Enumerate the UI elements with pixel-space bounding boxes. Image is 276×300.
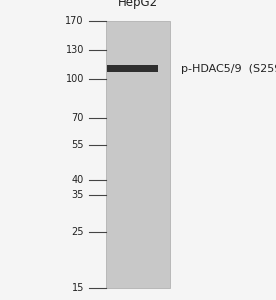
Text: 25: 25 [71,227,84,237]
Text: HepG2: HepG2 [118,0,158,9]
Text: 55: 55 [71,140,84,150]
Text: 170: 170 [65,16,84,26]
Text: p-HDAC5/9  (S259/220): p-HDAC5/9 (S259/220) [181,64,276,74]
Bar [107,65,158,72]
Text: 70: 70 [71,113,84,123]
Text: 100: 100 [65,74,84,84]
Text: 130: 130 [65,45,84,55]
Text: 35: 35 [71,190,84,200]
Text: 15: 15 [71,283,84,293]
Text: 40: 40 [72,175,84,185]
Bar [105,21,171,288]
